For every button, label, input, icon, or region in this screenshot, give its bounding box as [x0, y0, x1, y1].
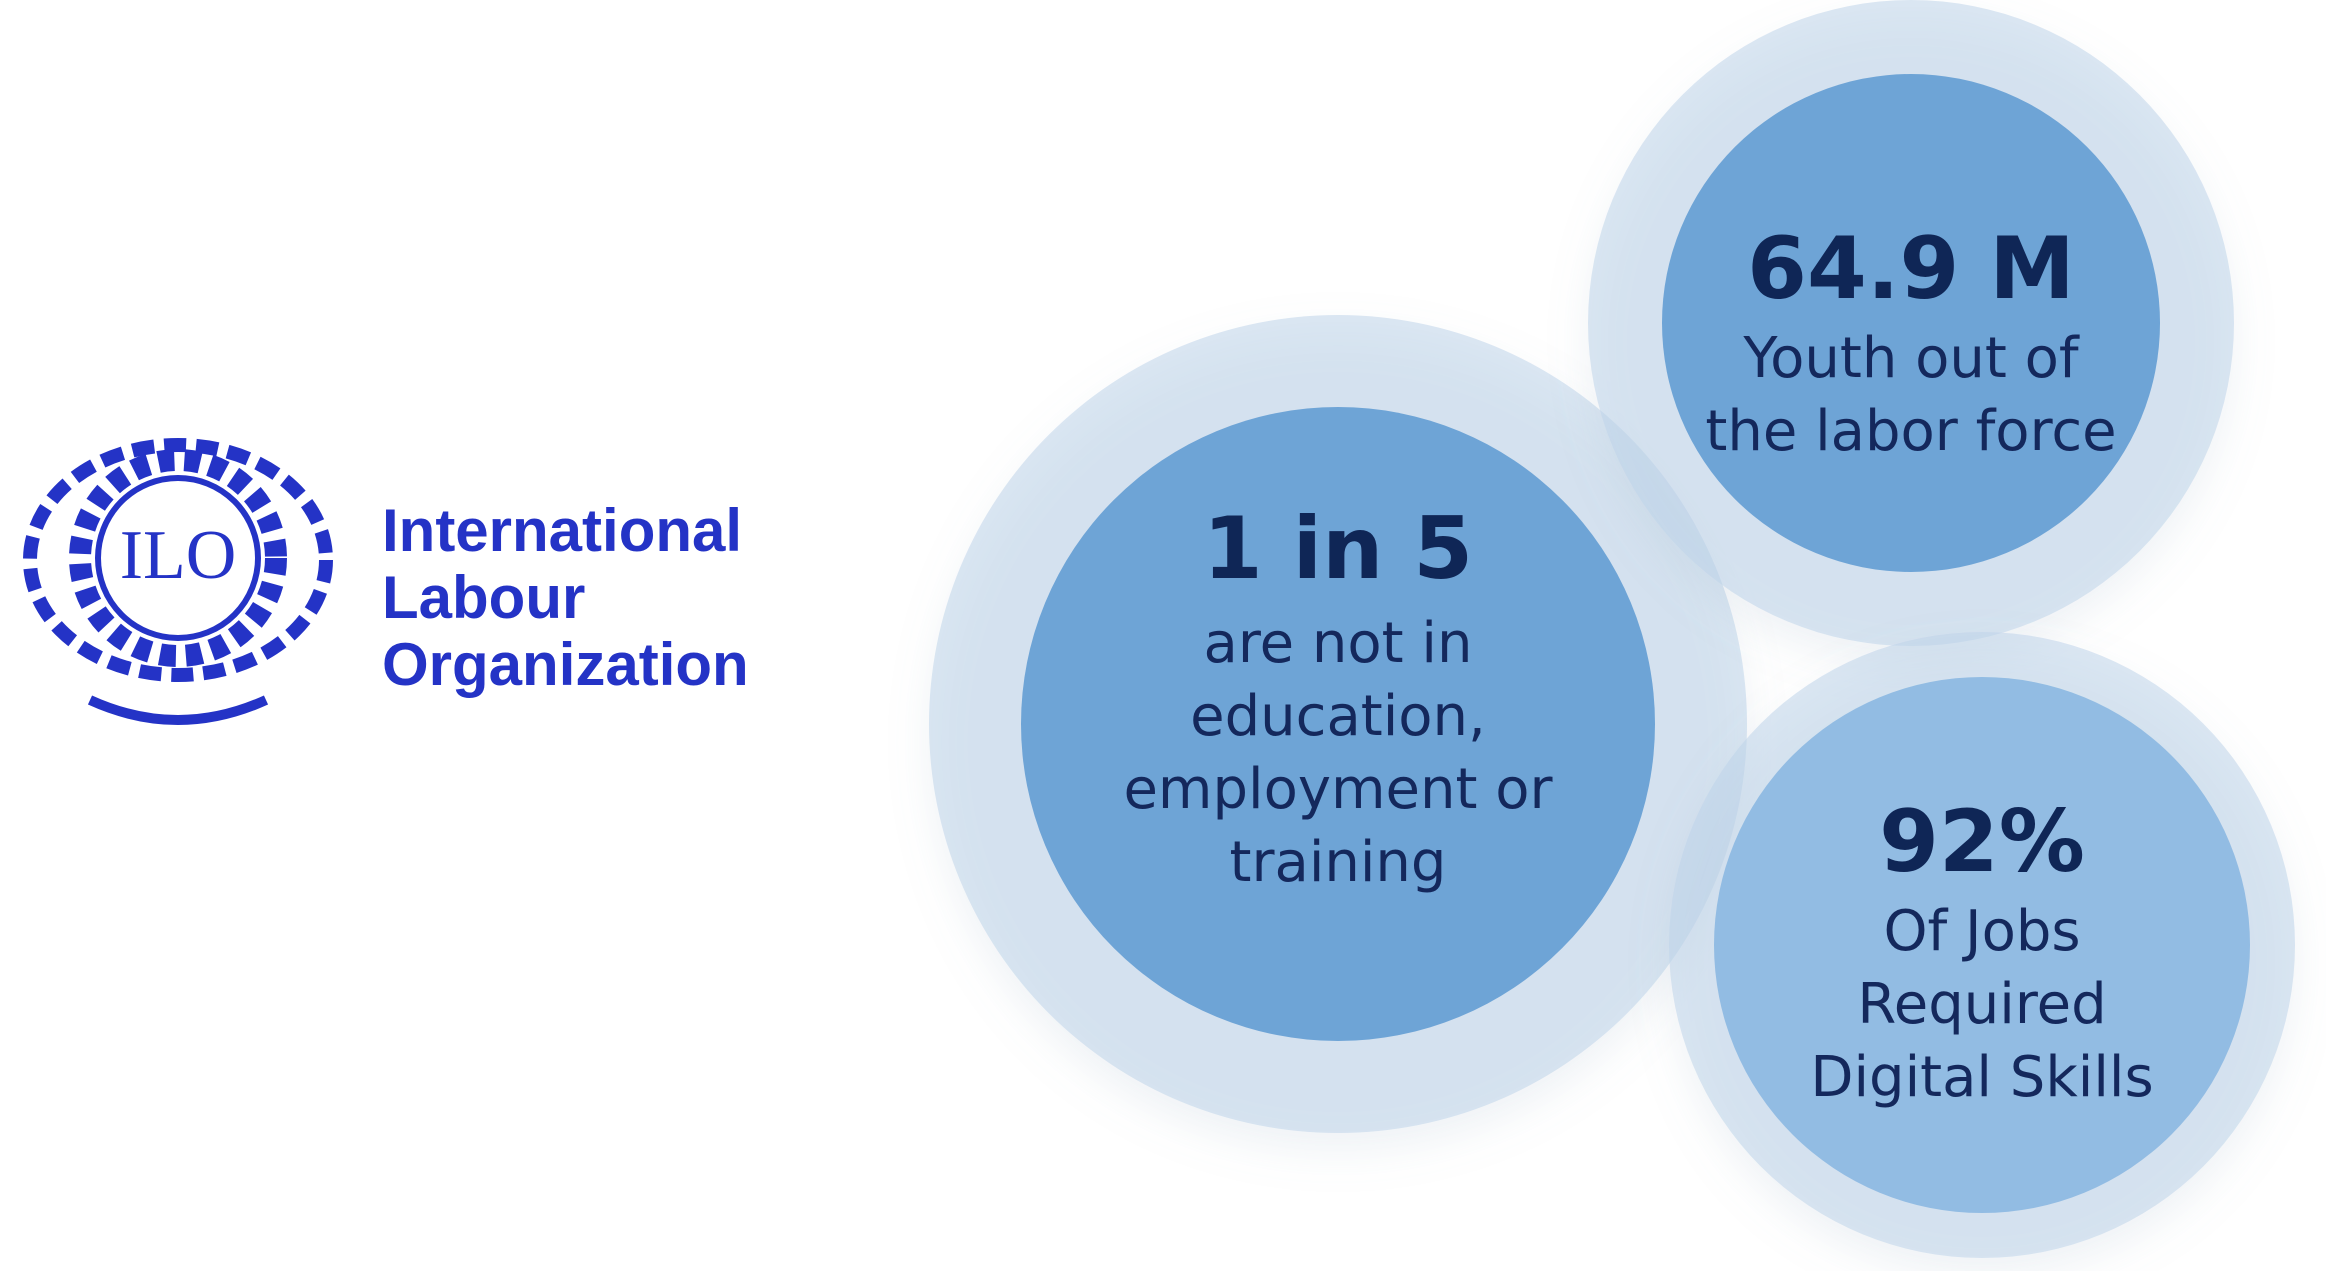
inner-circle — [1021, 407, 1655, 1041]
emblem — [23, 438, 333, 725]
emblem-text: ILO — [120, 517, 237, 594]
stat-bubble: 92% Of Jobs Required Digital Skills — [1669, 632, 2295, 1258]
stat-description: are not in — [1204, 611, 1473, 676]
stat-bubble: 64.9 M Youth out of the labor force — [1588, 0, 2234, 646]
stat-bubble: 1 in 5 are not in education, employment or t… — [929, 315, 1747, 1133]
stat-headline: 1 in 5 — [1203, 499, 1473, 599]
stat-description: training — [1230, 830, 1447, 895]
stat-description: Required — [1857, 972, 2106, 1037]
stat-headline: 64.9 M — [1747, 219, 2075, 319]
org-name: Organization — [382, 631, 749, 698]
org-name: Labour — [382, 564, 585, 631]
inner-circle — [1662, 74, 2160, 572]
stat-description: Youth out of — [1742, 326, 2080, 391]
inner-circle — [1714, 677, 2250, 1213]
stat-description: Digital Skills — [1810, 1045, 2153, 1110]
logo: ILO International Labour Organization — [23, 438, 749, 725]
stat-description: the labor force — [1705, 399, 2116, 464]
stat-description: Of Jobs — [1883, 899, 2080, 964]
stat-description: employment or — [1123, 757, 1553, 822]
stat-description: education, — [1190, 684, 1486, 749]
org-name: International — [382, 497, 742, 564]
stat-headline: 92% — [1879, 792, 2085, 892]
